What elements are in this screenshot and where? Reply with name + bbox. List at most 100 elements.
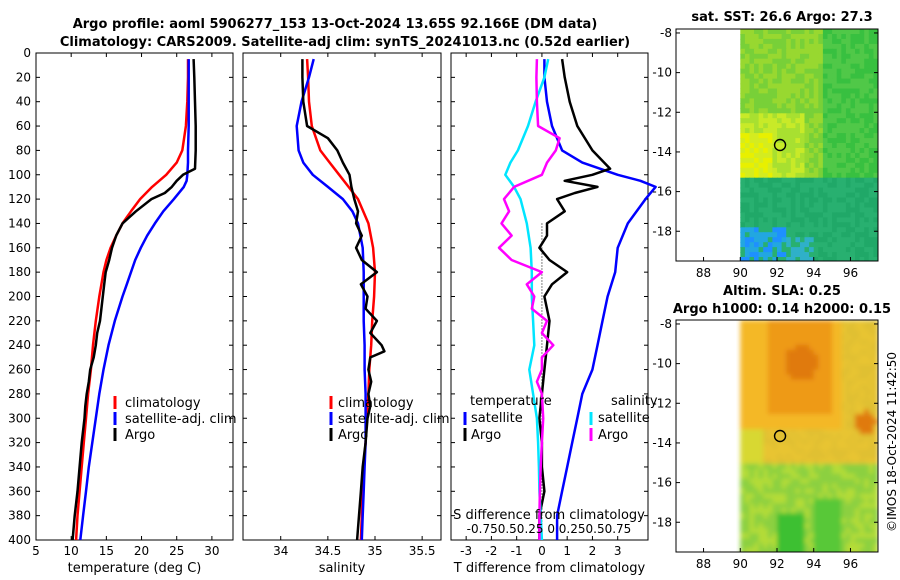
map-cell [763,374,769,381]
map-cell [850,43,856,50]
map-cell [868,172,874,179]
map-cell [827,518,833,524]
map-cell [804,354,810,361]
map-cell [836,187,842,194]
map-cell [855,58,861,65]
map-cell [859,252,865,258]
map-cell [790,543,796,549]
map-cell [767,43,773,50]
map-cell [758,359,764,366]
map-cell [836,439,842,445]
map-cell [873,63,878,70]
map-cell [804,523,810,529]
map-cell [873,538,878,544]
map-cell [777,424,783,430]
map-cell [800,123,806,129]
map-cell [800,53,806,60]
map-cell [754,162,760,169]
map-cell [767,237,773,243]
map-cell [841,399,847,405]
map-cell [767,143,773,149]
map-cell [763,458,769,465]
map-cell [864,172,870,179]
map-cell [855,133,861,139]
map-cell [744,227,751,233]
map-cell [809,473,815,480]
map-cell [813,207,819,214]
map-cell [772,548,778,552]
map-cell [749,394,755,400]
map-cell [795,38,801,45]
map-cell [740,434,746,440]
map-cell [822,182,829,189]
map-cell [813,325,819,331]
map-cell [800,252,806,258]
map-cell [749,202,755,209]
map-cell [786,48,792,55]
map-cell [740,217,746,223]
map-cell [749,138,755,144]
map-cell [813,68,819,75]
map-cell [790,528,796,534]
map-cell [873,133,878,139]
map-cell [864,334,870,341]
map-cell [855,73,861,80]
map-cell [822,439,829,445]
map-cell [767,538,773,544]
map-cell [772,508,778,514]
map-cell [781,43,787,50]
map-cell [827,63,833,70]
map-cell [800,88,806,95]
map-cell [772,237,778,243]
map-cell [818,78,824,85]
map-cell [836,394,842,400]
map-cell [790,503,796,509]
map-cell [841,232,847,238]
difference-panel: -3 -2 -1 0 1 2 3T difference from climatology [450,52,657,576]
map-cell [864,148,870,154]
map-cell [790,162,796,169]
map-cell [795,518,801,524]
map-cell [822,58,829,65]
map-cell [836,138,842,144]
map-cell [864,232,870,238]
map-cell [804,498,810,505]
map-cell [864,192,870,199]
map-cell [836,528,842,534]
map-cell [754,344,760,351]
map-cell [795,359,801,366]
map-cell [855,207,861,214]
map-cell [850,503,856,509]
y-tick-label: 220 [8,314,31,328]
map-cell [744,148,751,154]
map-cell [749,68,755,75]
map-cell [873,38,878,45]
map-cell [754,93,760,99]
x-tick-label: 34.5 [314,544,341,558]
map-cell [804,222,810,228]
map-cell [781,123,787,129]
map-cell [855,83,861,90]
map-cell [790,364,796,371]
map-cell [744,528,751,534]
map-cell [868,498,874,505]
map-cell [850,177,856,184]
map-cell [813,493,819,500]
map-cell [845,182,852,189]
map-cell [845,138,852,144]
map-cell [836,217,842,223]
map-cell [822,349,829,356]
map-cell [744,434,751,440]
map-cell [868,38,874,45]
map-cell [850,167,856,174]
map-y-tick-label: -8 [660,26,672,40]
map-cell [772,369,778,376]
map-cell [864,443,870,450]
map-cell [841,334,847,341]
map-cell [781,364,787,371]
map-cell [749,133,755,139]
map-cell [754,468,760,475]
map-cell [772,133,778,139]
map-cell [836,197,842,204]
map-cell [767,48,773,55]
